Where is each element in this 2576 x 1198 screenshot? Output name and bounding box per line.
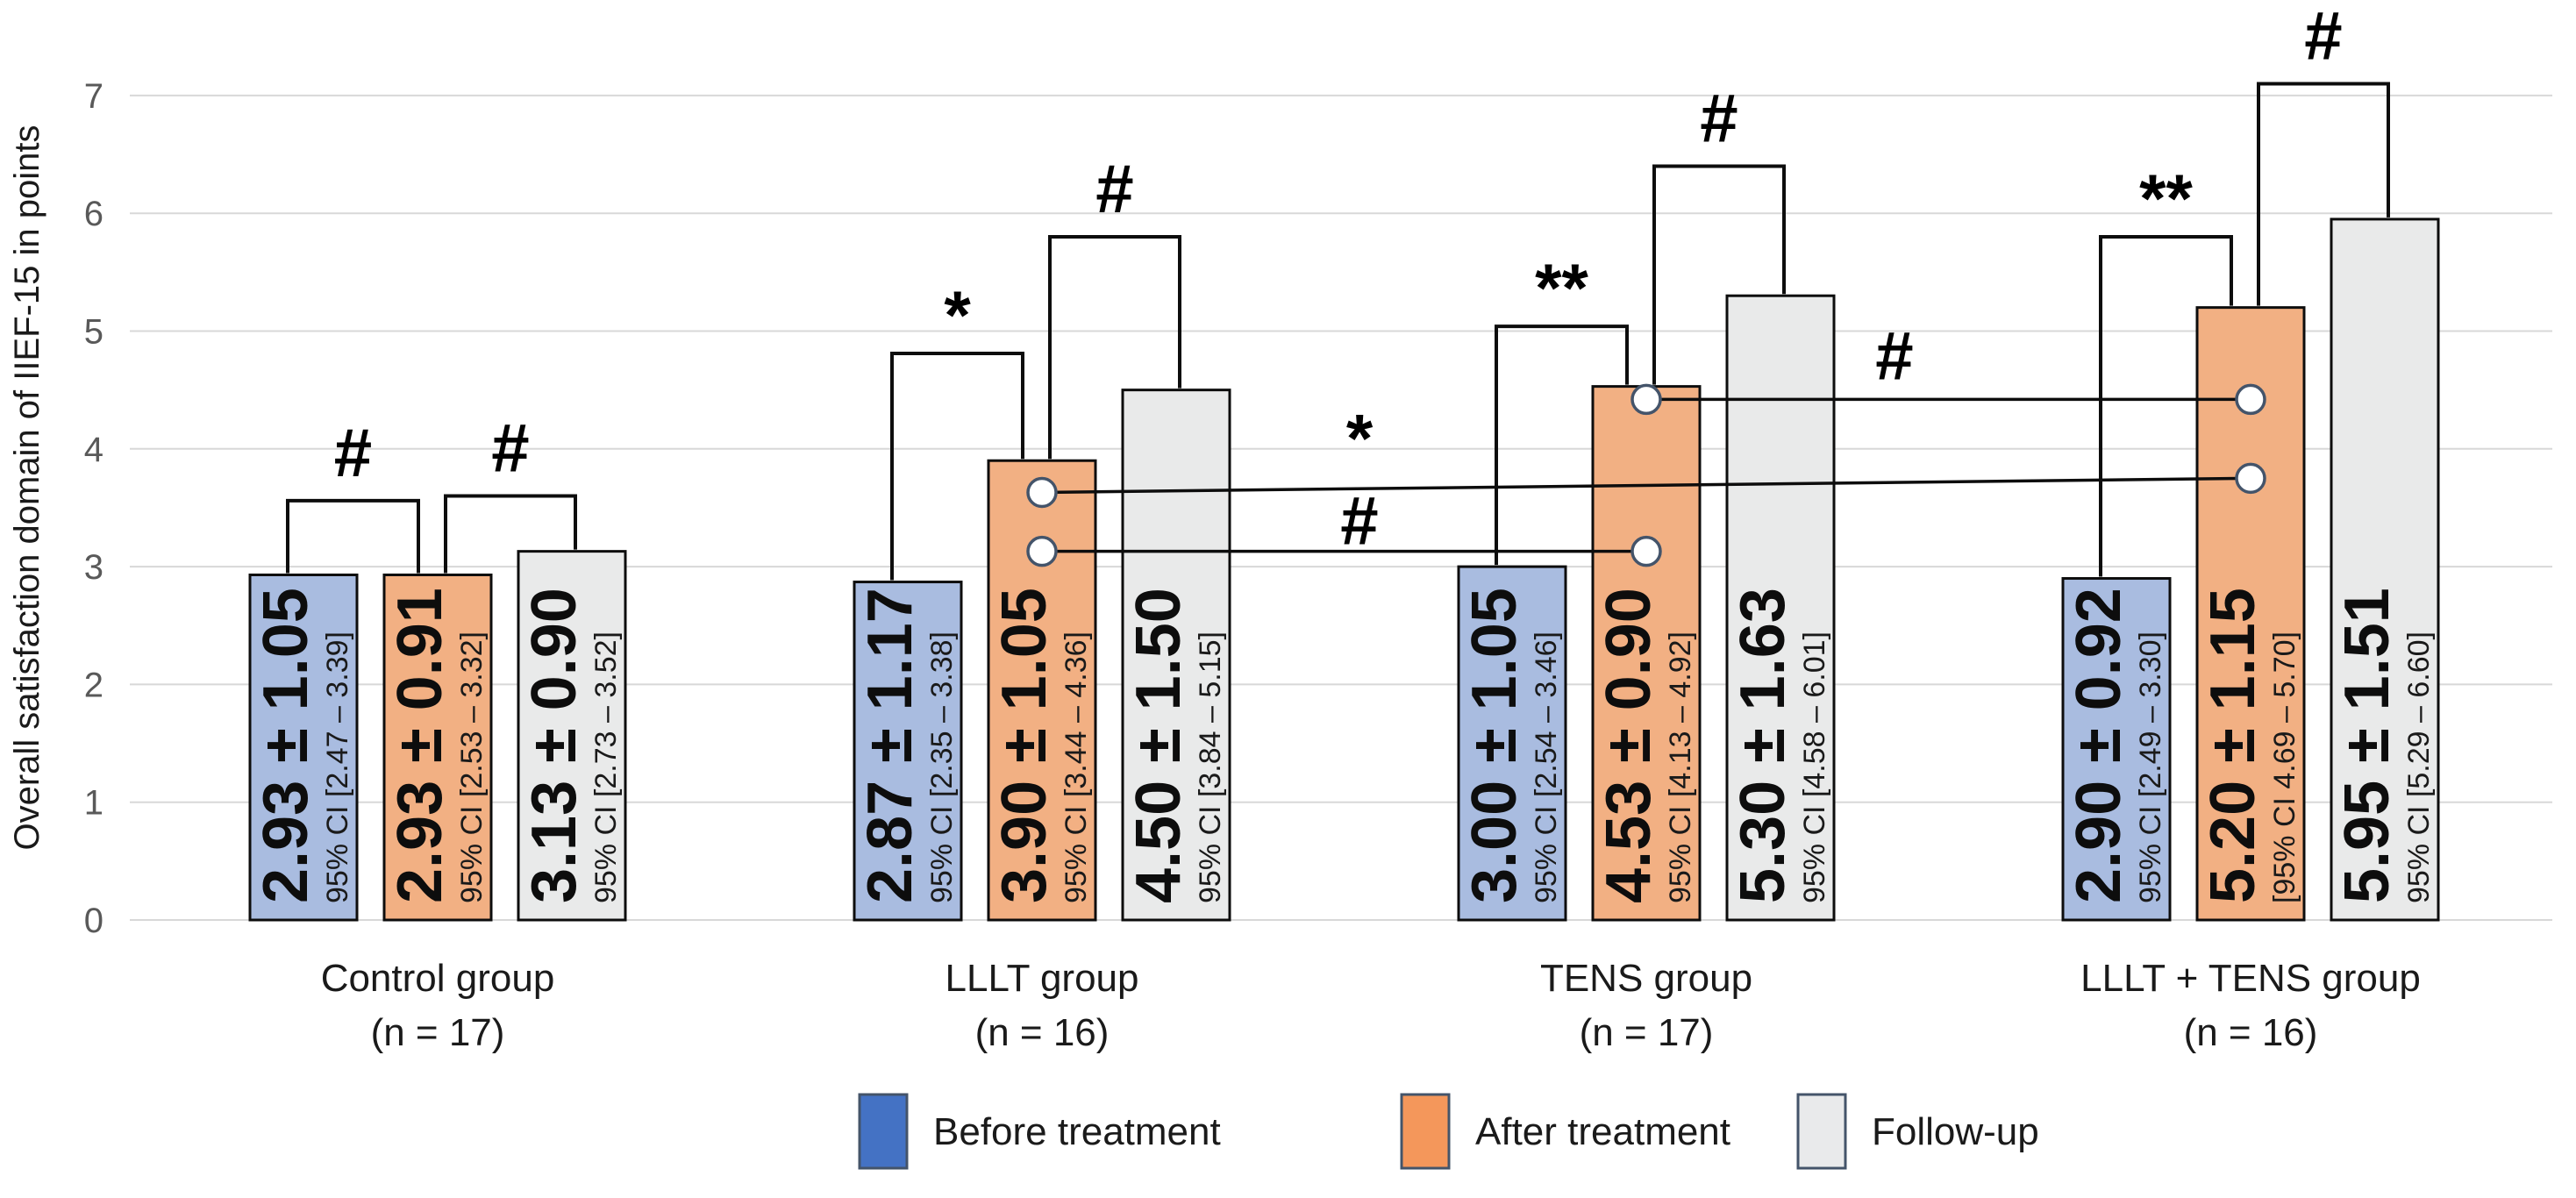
bracket-symbol: # bbox=[1095, 150, 1133, 227]
legend-label-follow-up: Follow-up bbox=[1872, 1110, 2039, 1153]
connector-symbol: # bbox=[1340, 481, 1378, 559]
y-axis-title: Overall satisfaction domain of IIEF-15 i… bbox=[8, 125, 46, 850]
significance-bracket bbox=[2257, 82, 2390, 306]
legend: Before treatment After treatment Follow-… bbox=[858, 1093, 2039, 1170]
y-tick-label-1: 1 bbox=[84, 784, 103, 823]
x-axis-group-labels: Control group (n = 17) LLLT group (n = 16) T… bbox=[321, 957, 2421, 1054]
y-axis-tick-labels: 0 1 2 3 4 5 6 7 bbox=[84, 77, 103, 940]
bar-value-label: 2.93 ± 1.05 bbox=[251, 588, 321, 903]
bar-value-label: 5.20 ± 1.15 bbox=[2198, 588, 2268, 903]
connector-dot bbox=[1631, 535, 1662, 567]
within-group-significance-brackets: # #*#**#**# bbox=[286, 0, 2390, 581]
legend-item-follow-up: Follow-up bbox=[1796, 1093, 2039, 1170]
significance-bracket bbox=[2099, 235, 2233, 577]
bar-ci-label: 95% CI [2.54 – 3.46] bbox=[1530, 631, 1563, 903]
bar-tens-group-before-treatment bbox=[1457, 565, 1567, 922]
group-label: Control group bbox=[321, 957, 555, 1000]
connector-symbol: * bbox=[1346, 400, 1374, 477]
group-n-label: (n = 16) bbox=[975, 1011, 1110, 1054]
bar-lllt-group-before-treatment bbox=[853, 581, 963, 922]
group-n-label: (n = 17) bbox=[1580, 1011, 1714, 1054]
bar-ci-label: 95% CI [2.73 – 3.52] bbox=[589, 631, 623, 903]
bracket-symbol: ** bbox=[2139, 160, 2193, 237]
bar-ci-label: 95% CI [5.29 – 6.60] bbox=[2402, 631, 2436, 903]
between-group-significance-connectors: *## bbox=[1026, 317, 2266, 567]
bracket-symbol: # bbox=[334, 414, 372, 491]
connector-dot bbox=[1631, 383, 1662, 416]
bar-value-label: 4.53 ± 0.90 bbox=[1594, 588, 1664, 903]
bar-ci-label: [95% CI 4.69 – 5.70] bbox=[2268, 631, 2301, 903]
group-label: LLLT group bbox=[945, 957, 1139, 1000]
bar-value-label: 5.30 ± 1.63 bbox=[1728, 588, 1798, 903]
y-tick-label-0: 0 bbox=[84, 902, 103, 940]
bar-ci-label: 95% CI [2.49 – 3.30] bbox=[2134, 631, 2167, 903]
bar-lllt-tens-group-follow-up bbox=[2330, 217, 2440, 922]
significance-bracket bbox=[444, 494, 577, 574]
bar-value-label: 4.50 ± 1.50 bbox=[1124, 588, 1194, 903]
y-tick-label-5: 5 bbox=[84, 313, 103, 352]
group-n-label: (n = 17) bbox=[371, 1011, 505, 1054]
bar-lllt-group-follow-up bbox=[1121, 389, 1231, 922]
y-tick-label-2: 2 bbox=[84, 666, 103, 704]
legend-item-after-treatment: After treatment bbox=[1400, 1093, 1730, 1170]
bar-series: 2.93 ± 1.05 95% CI [2.47 – 3.39] 2.93 ± 0.… bbox=[248, 217, 2440, 922]
legend-label-before-treatment: Before treatment bbox=[933, 1110, 1221, 1153]
bracket-symbol: # bbox=[491, 410, 529, 487]
bar-value-label: 3.00 ± 1.05 bbox=[1459, 588, 1530, 903]
bar-value-label: 2.87 ± 1.17 bbox=[855, 588, 925, 903]
y-tick-label-3: 3 bbox=[84, 548, 103, 587]
significance-bracket bbox=[286, 498, 420, 574]
bracket-symbol: ** bbox=[1535, 249, 1588, 326]
bar-ci-label: 95% CI [2.47 – 3.39] bbox=[321, 631, 354, 903]
significance-bracket bbox=[1495, 324, 1629, 566]
bar-ci-label: 95% CI [2.53 – 3.32] bbox=[455, 631, 489, 903]
connector-dot bbox=[1026, 476, 1058, 509]
bar-control-group-before-treatment bbox=[248, 574, 359, 922]
connector-dot bbox=[2235, 383, 2266, 416]
bar-ci-label: 95% CI [2.35 – 3.38] bbox=[925, 631, 959, 903]
significance-bracket bbox=[1048, 235, 1181, 460]
bracket-symbol: # bbox=[2304, 0, 2342, 75]
legend-swatch-before-treatment bbox=[858, 1093, 909, 1170]
legend-swatch-after-treatment bbox=[1400, 1093, 1451, 1170]
y-tick-label-6: 6 bbox=[84, 195, 103, 233]
bar-value-label: 2.90 ± 0.92 bbox=[2064, 588, 2134, 903]
connector-dot bbox=[1026, 535, 1058, 567]
significance-bracket bbox=[890, 352, 1024, 581]
bar-tens-group-after-treatment bbox=[1591, 385, 1702, 922]
y-tick-label-4: 4 bbox=[84, 431, 103, 469]
connector-symbol: # bbox=[1875, 317, 1913, 394]
bar-value-label: 2.93 ± 0.91 bbox=[385, 588, 455, 903]
legend-swatch-follow-up bbox=[1796, 1093, 1847, 1170]
bar-control-group-follow-up bbox=[517, 550, 627, 922]
bar-lllt-tens-group-before-treatment bbox=[2061, 577, 2172, 922]
connector-line bbox=[1041, 476, 2251, 495]
bar-ci-label: 95% CI [3.44 – 4.36] bbox=[1060, 631, 1093, 903]
bar-ci-label: 95% CI [4.13 – 4.92] bbox=[1664, 631, 1697, 903]
group-label: LLLT + TENS group bbox=[2080, 957, 2421, 1000]
y-tick-label-7: 7 bbox=[84, 77, 103, 116]
group-label: TENS group bbox=[1540, 957, 1752, 1000]
bar-value-label: 3.90 ± 1.05 bbox=[989, 588, 1060, 903]
bracket-symbol: * bbox=[944, 276, 971, 353]
bar-value-label: 3.13 ± 0.90 bbox=[519, 588, 589, 903]
bar-value-label: 5.95 ± 1.51 bbox=[2332, 588, 2402, 903]
significance-bracket bbox=[1652, 164, 1786, 385]
legend-item-before-treatment: Before treatment bbox=[858, 1093, 1221, 1170]
bar-ci-label: 95% CI [4.58 – 6.01] bbox=[1798, 631, 1831, 903]
group-n-label: (n = 16) bbox=[2184, 1011, 2318, 1054]
connector-dot bbox=[2235, 462, 2266, 495]
legend-label-after-treatment: After treatment bbox=[1475, 1110, 1730, 1153]
bar-control-group-after-treatment bbox=[382, 574, 493, 922]
bar-ci-label: 95% CI [3.84 – 5.15] bbox=[1194, 631, 1227, 903]
bracket-symbol: # bbox=[1700, 80, 1738, 157]
